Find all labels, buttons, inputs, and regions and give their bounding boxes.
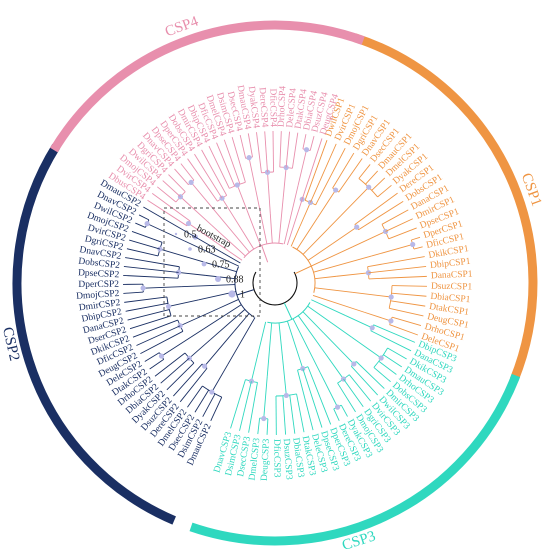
bootstrap-dot [303,147,310,153]
tip-label: DbiaCSP1 [430,292,471,305]
legend-dot [228,290,236,298]
tip-label: DrhoCSP4 [277,86,289,128]
bootstrap-dot [261,415,267,422]
bootstrap-dot [140,285,146,291]
bootstrap-dot [283,392,289,399]
tip-label: DanaCSP1 [431,270,473,282]
root-arc [252,271,298,306]
tip-label: DobsCSP2 [78,257,121,272]
tip-label: DsuzCSP3 [281,438,294,480]
bootstrap-dot [234,182,240,188]
tip-label: DmelCSP3 [248,437,263,481]
clade-arc-csp4 [50,20,365,153]
bootstrap-dot [201,363,208,369]
bootstrap-dot [209,389,215,395]
bootstrap-dot [333,187,339,193]
tip-labels: DwilCSP1DvirCSP1DmojCSP1DgriCSP1DnavCSP1… [76,84,473,481]
tip-label: DeleCSP4 [285,88,299,129]
legend-level-label: 0.88 [226,275,244,286]
legend-dot [188,247,192,251]
bootstrap-dot [185,220,192,227]
bootstrap-legend: bootstrap 0.50.630.750.881 [163,207,261,317]
bootstrap-dot [369,325,375,331]
legend-dot [174,232,178,236]
bootstrap-dot [351,361,357,367]
legend-level-label: 0.5 [184,230,197,241]
bootstrap-dot [158,353,165,359]
legend-level-label: 1 [240,290,245,301]
clade-arc-csp3 [189,373,521,546]
bootstrap-dot [378,355,384,361]
bootstrap-dot [366,184,372,190]
legend-level-label: 0.75 [212,260,230,271]
tip-label: DbipCSP1 [430,257,472,271]
clade-arc-csp1 [353,33,538,382]
bootstrap-dot [388,294,394,300]
bootstrap-dot [144,221,150,227]
clade-name-csp2: CSP2 [0,326,22,363]
clade-arc-csp2 [12,143,176,525]
bootstrap-dot [388,318,394,324]
bootstrap-dot [334,404,341,410]
bootstrap-dot [165,303,172,310]
tip-label: DperCSP2 [78,280,119,290]
legend-level-label: 0.63 [198,245,216,256]
tip-label: DeugCSP3 [260,438,272,481]
tree-branches [123,131,427,435]
legend-dot [201,261,207,267]
tip-label: DficCSP3 [271,439,282,478]
tip-label: DereCSP4 [257,87,270,128]
bootstrap-dot [354,224,360,230]
bootstrap-dot [410,241,416,248]
tip-label: DmojCSP2 [76,289,120,302]
tip-label: DficCSP4 [267,88,278,127]
tip-label: DsuzCSP1 [431,282,473,293]
tip-label: DpseCSP2 [78,268,120,280]
bootstrap-dot [188,179,194,185]
bootstrap-dot [246,155,252,161]
legend-dot [215,276,221,282]
